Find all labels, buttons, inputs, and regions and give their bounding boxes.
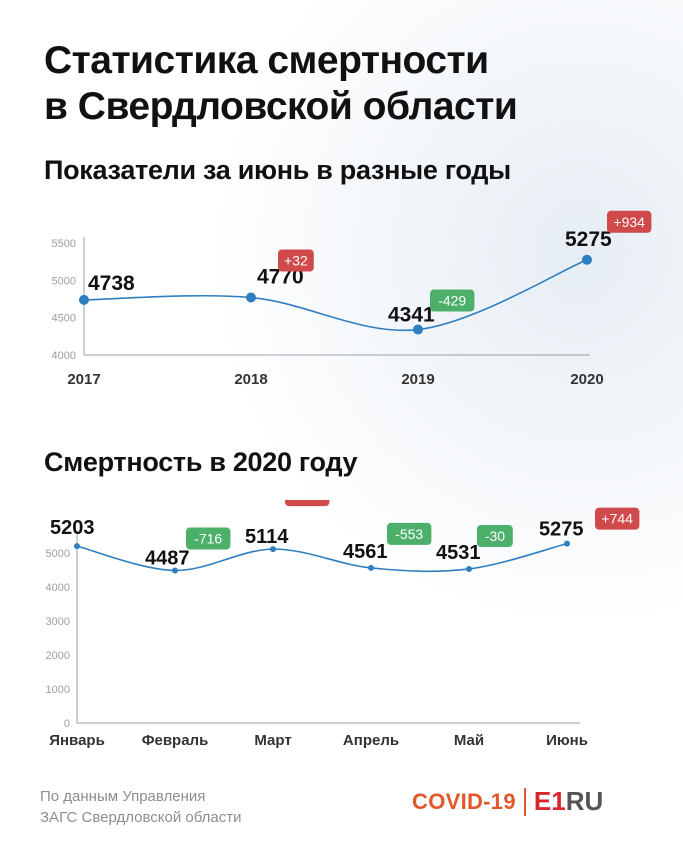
x-tick-label: 2020 [570, 371, 603, 388]
y-tick-label: 5000 [46, 548, 70, 560]
x-tick-label: Январь [49, 732, 105, 749]
change-badge-label: +32 [284, 253, 308, 269]
y-tick-label: 3000 [46, 616, 70, 628]
data-point [74, 543, 80, 550]
y-tick-label: 4000 [52, 350, 76, 362]
data-point [466, 565, 472, 572]
change-badge-label: -553 [395, 526, 423, 542]
data-label: 4561 [343, 541, 388, 563]
y-tick-label: 1000 [46, 684, 70, 696]
change-badge-label: +934 [613, 214, 645, 230]
page-title: Статистика смертности в Свердловской обл… [44, 38, 518, 130]
y-tick-label: 2000 [46, 650, 70, 662]
change-badge-label: +744 [601, 511, 633, 527]
data-point [564, 540, 570, 547]
x-tick-label: Апрель [343, 732, 399, 749]
x-tick-label: Май [454, 732, 484, 749]
change-badge-up [595, 507, 640, 530]
covid-logo-text: COVID-19 [412, 788, 516, 814]
series-line [83, 259, 588, 332]
source-note: По данным Управления ЗАГС Свердловской о… [40, 786, 242, 828]
change-badge-label: -429 [438, 293, 466, 309]
change-badge-up [607, 210, 652, 233]
y-tick-label: 5000 [52, 275, 76, 287]
change-badge-down [430, 289, 475, 312]
brand-logo: COVID-19 E1RU [412, 786, 603, 817]
source-line-2: ЗАГС Свердловской области [40, 809, 242, 826]
y-tick-label: 4000 [46, 582, 70, 594]
data-label: 5275 [539, 519, 584, 541]
x-tick-label: Июнь [546, 732, 588, 749]
title-line-1: Статистика смертности [44, 39, 489, 82]
chart1-title: Показатели за июнь в разные годы [44, 155, 511, 185]
x-tick-label: Февраль [142, 732, 209, 749]
chart2-title: Смертность в 2020 году [44, 447, 358, 477]
e1-logo: E1RU [534, 786, 603, 817]
data-point [270, 546, 276, 553]
series-line [76, 542, 568, 573]
data-label: 5275 [565, 228, 612, 251]
data-point [413, 324, 423, 335]
change-badge-down [387, 522, 432, 545]
y-tick-label: 5500 [52, 238, 76, 250]
change-badge-down [186, 527, 231, 550]
data-point [582, 254, 592, 265]
data-label: 5114 [245, 526, 289, 548]
data-label: 4487 [145, 547, 190, 569]
data-point [368, 564, 374, 571]
change-badge-label: -30 [485, 528, 505, 544]
source-line-1: По данным Управления [40, 788, 206, 805]
data-point [79, 294, 89, 305]
data-label: 5203 [50, 517, 95, 539]
chart-2020-by-month: 5000 4000 3000 2000 1000 0 Январь Февраль Март Ап… [46, 500, 640, 749]
x-tick-label: 2019 [401, 371, 434, 388]
x-tick-label: Март [254, 732, 291, 749]
y-tick-label: 4500 [52, 313, 76, 325]
e1-logo-text: E1 [533, 786, 566, 816]
change-badge-label: +627 [291, 500, 323, 503]
logo-divider [523, 787, 526, 816]
x-tick-label: 2017 [67, 371, 100, 388]
change-badge-up [285, 500, 330, 507]
y-tick-label: 0 [64, 718, 70, 730]
title-line-2: в Свердловской области [44, 85, 518, 128]
change-badge-down [477, 524, 513, 547]
ru-logo-text: RU [565, 786, 604, 816]
x-tick-label: 2018 [234, 371, 267, 388]
data-point [172, 567, 178, 574]
data-label: 4738 [88, 272, 135, 295]
change-badge-label: -716 [194, 530, 222, 546]
data-label: 4531 [436, 542, 481, 564]
data-label: 4341 [388, 304, 435, 327]
change-badge-up [278, 249, 314, 272]
data-point [246, 292, 256, 303]
